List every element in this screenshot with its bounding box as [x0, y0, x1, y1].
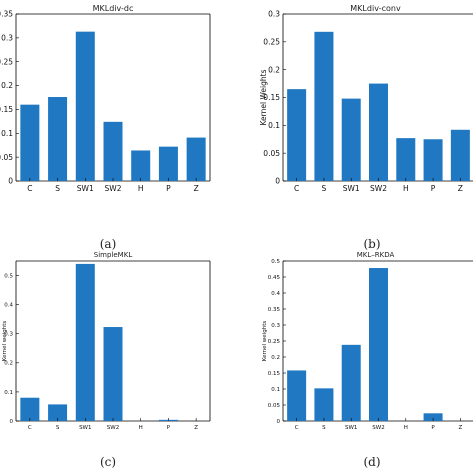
x-tick-label: P	[431, 184, 436, 193]
x-tick-label: SW1	[343, 184, 360, 193]
chart-title: MKLdiv-dc	[93, 4, 134, 13]
panel-a: 0 0.05 0.1 0.15 0.2 0.25 0.3 0.35 C S SW1 SW2 H P Z MKL…	[0, 4, 211, 251]
y-tick-label: 0.3	[1, 33, 13, 42]
y-tick-label: 0.25	[268, 339, 281, 345]
bar-p	[423, 139, 443, 181]
y-tick-label: 0.05	[263, 149, 280, 158]
bar-p	[158, 146, 178, 181]
y-tick-label: 0.1	[271, 387, 280, 393]
bar-p	[423, 413, 443, 421]
x-tick-label: Z	[194, 425, 198, 431]
x-tick-label: SW2	[107, 425, 119, 431]
y-tick-label: 0.1	[4, 390, 13, 396]
bar-s	[314, 388, 334, 421]
x-tick-label: SW1	[345, 425, 357, 431]
x-tick-label: C	[295, 425, 299, 431]
panel-caption: (c)	[100, 455, 116, 469]
chart-title: MKLdiv-conv	[350, 4, 401, 13]
bar-c	[20, 397, 40, 421]
x-tick-label: H	[139, 425, 143, 431]
bar-s	[48, 404, 68, 421]
bar-s	[48, 97, 68, 181]
bar-sw1	[341, 98, 361, 181]
x-tick-label: SW1	[79, 425, 91, 431]
panel-caption: (b)	[363, 237, 380, 251]
chart-title: SimpleMKL	[94, 251, 133, 259]
bar-h	[396, 138, 416, 181]
bar-h	[131, 150, 151, 181]
bar-sw1	[75, 263, 95, 421]
y-tick-label: 0.1	[268, 121, 280, 130]
panel-d: 0 0.05 0.1 0.15 0.2 0.25 0.3 0.35 0.4 0.45 0.5 C S SW…	[262, 251, 473, 469]
y-tick-label: 0.2	[271, 355, 280, 361]
y-axis-label: Kernel Weights	[259, 69, 268, 125]
y-tick-label: 0.35	[268, 307, 281, 313]
y-tick-label: 0.45	[268, 275, 281, 281]
bar-z	[186, 137, 206, 181]
x-tick-label: Z	[458, 184, 463, 193]
x-tick-label: P	[167, 425, 171, 431]
x-tick-label: SW2	[372, 425, 384, 431]
panel-caption: (d)	[363, 455, 380, 469]
x-tick-label: P	[431, 425, 435, 431]
panel-b: 0 0.05 0.1 0.15 0.2 0.25 0.3 C S SW1 SW2 H P Z MKLdiv-…	[259, 4, 473, 251]
y-tick-label: 0	[10, 419, 14, 425]
x-tick-label: C	[27, 184, 32, 193]
y-tick-label: 0.05	[0, 153, 13, 162]
panel-c: 0 0.1 0.2 0.3 0.4 0.5 C S SW1 SW2 H P Z SimpleMKL Kern…	[2, 251, 211, 469]
chart-title: MKL–RKDA	[357, 251, 395, 259]
y-tick-label: 0.5	[271, 259, 280, 265]
x-tick-label: S	[56, 425, 60, 431]
y-tick-label: 0.15	[0, 105, 13, 114]
x-tick-label: C	[28, 425, 32, 431]
y-axis-label: Kernel weights	[2, 321, 8, 362]
x-tick-label: SW2	[105, 184, 122, 193]
bar-c	[287, 89, 307, 181]
y-tick-label: 0	[8, 177, 13, 186]
x-tick-label: Z	[194, 184, 199, 193]
y-tick-label: 0.25	[0, 57, 13, 66]
x-tick-label: S	[322, 184, 327, 193]
y-tick-label: 0.2	[268, 65, 280, 74]
bar-c	[20, 104, 40, 181]
y-tick-label: 0.1	[1, 129, 13, 138]
bar-sw2	[369, 83, 388, 181]
x-tick-label: P	[166, 184, 171, 193]
bar-sw2	[103, 121, 123, 181]
y-tick-label: 0.15	[268, 371, 281, 377]
y-tick-label: 0.25	[263, 37, 280, 46]
y-tick-label: 0	[277, 419, 281, 425]
x-tick-label: C	[294, 184, 299, 193]
x-tick-label: SW1	[77, 184, 94, 193]
bar-s	[314, 31, 334, 181]
x-tick-label: S	[322, 425, 326, 431]
x-tick-label: Z	[458, 425, 462, 431]
y-axis-label: Kernel weights	[262, 321, 268, 362]
y-tick-label: 0.35	[0, 10, 13, 19]
bar-sw1	[341, 344, 361, 421]
bar-z	[450, 129, 470, 181]
y-tick-label: 0.5	[4, 273, 13, 279]
x-tick-label: H	[138, 184, 144, 193]
panel-caption: (a)	[100, 237, 117, 251]
y-tick-label: 0.3	[268, 10, 280, 19]
x-tick-label: S	[55, 184, 60, 193]
y-tick-label: 0.05	[268, 403, 281, 409]
y-tick-label: 0.3	[271, 323, 280, 329]
y-tick-label: 0.4	[4, 303, 13, 309]
y-tick-label: 0.2	[4, 361, 13, 367]
bar-c	[287, 370, 307, 421]
bar-sw2	[103, 327, 123, 421]
bar-sw2	[369, 268, 388, 421]
y-tick-label: 0.4	[271, 291, 280, 297]
x-tick-label: H	[403, 184, 409, 193]
x-tick-label: H	[404, 425, 408, 431]
y-tick-label: 0	[275, 177, 280, 186]
bar-sw1	[75, 31, 95, 182]
y-tick-label: 0.15	[263, 93, 280, 102]
y-tick-label: 0.3	[4, 332, 13, 338]
y-tick-label: 0.2	[1, 81, 13, 90]
x-tick-label: SW2	[370, 184, 387, 193]
